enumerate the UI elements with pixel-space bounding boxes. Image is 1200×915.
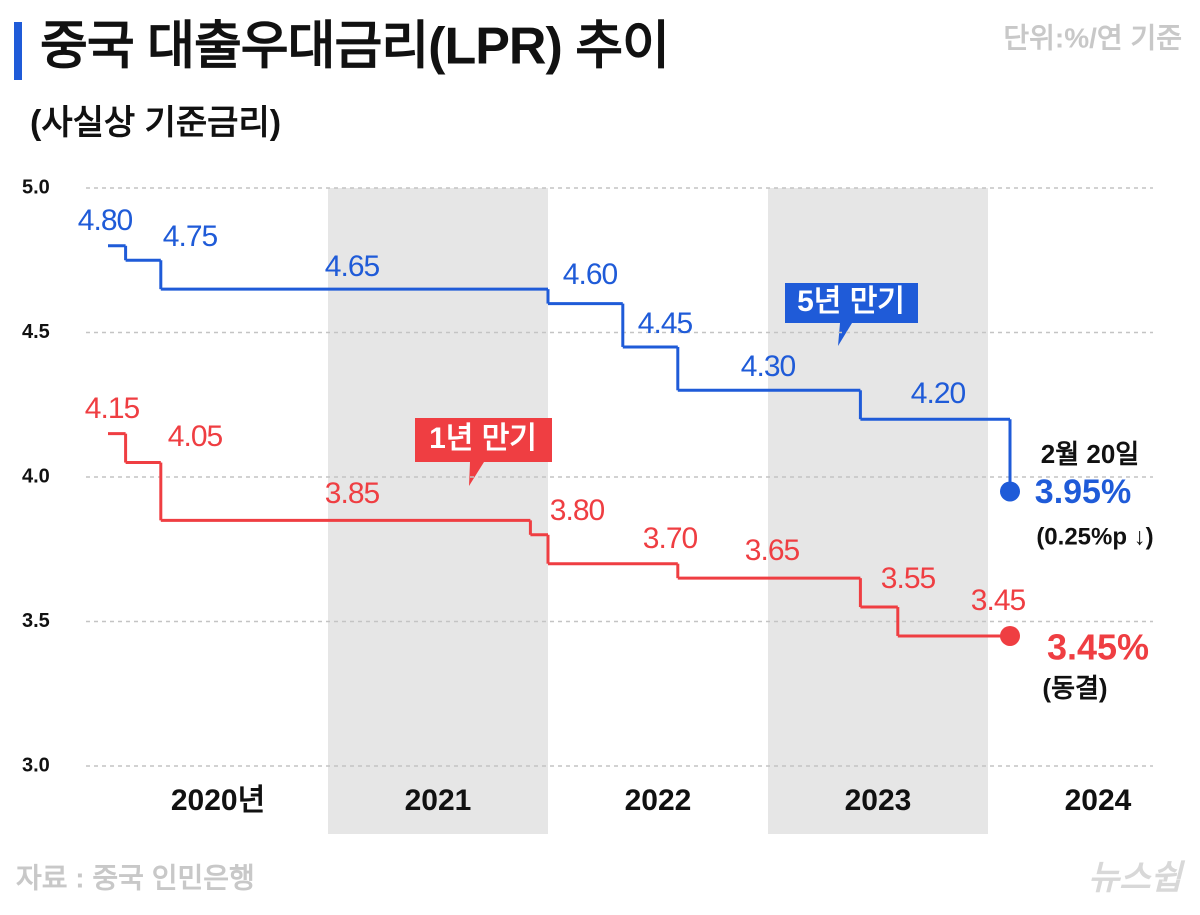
value-label: 3.95%: [1035, 473, 1131, 511]
y-tick-label: 3.5: [22, 610, 50, 632]
source: 자료 : 중국 인민은행: [16, 862, 255, 893]
annotation: (동결): [1042, 673, 1107, 703]
annotation: (0.25%p ↓): [1036, 523, 1153, 550]
chart-title: 중국 대출우대금리(LPR) 추이: [40, 18, 669, 76]
x-tick-label: 2024: [1065, 784, 1132, 817]
value-label: 3.80: [550, 494, 605, 527]
value-label: 3.55: [881, 562, 936, 595]
annotation: 2월 20일: [1041, 439, 1139, 469]
x-tick-label: 2020년: [171, 784, 265, 817]
y-tick-label: 4.0: [22, 465, 50, 487]
y-tick-label: 4.5: [22, 321, 50, 343]
value-label: 4.60: [563, 258, 618, 291]
value-label: 3.65: [745, 534, 800, 567]
value-label: 3.70: [643, 522, 698, 555]
unit-note: 단위:%/연 기준: [1003, 22, 1182, 53]
value-label: 3.45%: [1047, 627, 1149, 668]
legend-label: 5년 만기: [797, 285, 905, 318]
value-label: 4.30: [741, 350, 796, 383]
title-bar: [14, 22, 22, 80]
value-label: 4.80: [78, 204, 133, 237]
value-label: 3.45: [971, 584, 1026, 617]
value-label: 4.65: [325, 250, 380, 283]
y-tick-label: 5.0: [22, 176, 50, 198]
value-label: 4.20: [911, 377, 966, 410]
value-label: 3.85: [325, 477, 380, 510]
legend-callout: [785, 283, 918, 346]
end-dot: [1000, 625, 1020, 646]
end-dot: [1000, 481, 1020, 502]
y-tick-label: 3.0: [22, 754, 50, 776]
legend-label: 1년 만기: [429, 422, 537, 455]
logo: 뉴스쉽: [1088, 859, 1186, 897]
chart-subtitle: (사실상 기준금리): [30, 104, 281, 142]
x-tick-label: 2022: [625, 784, 692, 817]
value-label: 4.05: [168, 420, 223, 453]
legend-callout: [415, 418, 552, 486]
value-label: 4.15: [85, 392, 140, 425]
x-tick-label: 2023: [845, 784, 912, 817]
year-band: [328, 188, 548, 834]
x-tick-label: 2021: [405, 784, 472, 817]
value-label: 4.45: [638, 307, 693, 340]
value-label: 4.75: [163, 220, 218, 253]
